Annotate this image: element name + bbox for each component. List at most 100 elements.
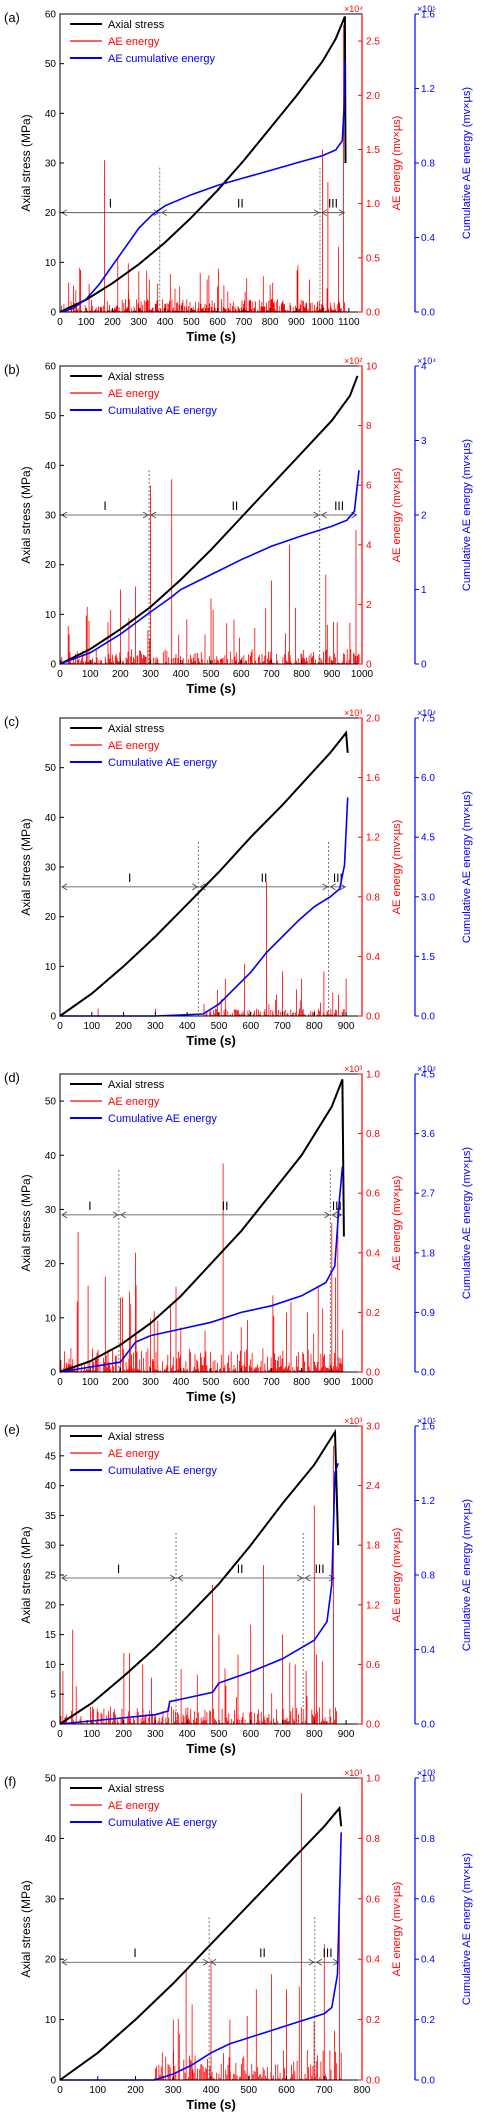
stage-label: II [222,1199,229,1213]
x-tick-label: 1100 [338,317,360,328]
legend-label: AE energy [108,1448,160,1460]
x-tick-label: 500 [203,669,220,680]
stage-arrowhead-left [210,1958,217,1966]
y2-tick-label: 4 [366,540,372,551]
panel-label: (d) [4,1070,20,1085]
stage-arrowhead-right [169,1574,176,1582]
y3-tick-label: 0.8 [421,1834,435,1845]
x-tick-label: 900 [288,317,305,328]
legend-label: Cumulative AE energy [108,1817,217,1829]
x-tick-label: 800 [262,317,279,328]
legend-label: Axial stress [108,723,165,735]
axial-stress-line [59,375,359,665]
x-tick-label: 500 [211,1729,228,1740]
y3-axis-label: Cumulative AE energy (mv×µs) [461,439,473,591]
x-tick-label: 300 [147,1729,164,1740]
y2-tick-label: 0.0 [366,1012,380,1023]
x-tick-label: 0 [57,669,63,680]
x-axis-label: Time (s) [186,1389,236,1404]
cumulative-ae-energy-line [60,1832,342,2081]
y2-tick-label: 2.0 [366,714,380,725]
y-tick-label: 40 [45,1151,57,1162]
y3-tick-label: 3.6 [421,1129,435,1140]
stage-label: II [232,499,239,513]
y3-axis-label: Cumulative AE energy (mv×µs) [461,1499,473,1651]
y3-tick-label: 7.5 [421,714,435,725]
stage-arrowhead-right [324,1211,331,1219]
y-axis-label: Axial stress (MPa) [19,1174,33,1271]
y3-tick-label: 2.7 [421,1189,435,1200]
x-tick-label: 0 [57,317,63,328]
stage-arrowhead-right [322,883,329,891]
y-tick-label: 20 [45,1259,57,1270]
x-tick-label: 300 [165,2085,182,2096]
y2-tick-label: 1.0 [366,199,380,210]
y2-tick-label: 0.0 [366,1368,380,1379]
x-tick-label: 700 [263,1377,280,1388]
y-tick-label: 50 [45,1422,57,1433]
y2-tick-label: 1.0 [366,1070,380,1081]
chart-panel-d: I II III 0 100 200 300 400 500 600 700 800 900 1000 Ti… [0,1060,498,1412]
y3-multiplier: ×10⁵ [417,4,436,14]
y2-tick-label: 0.4 [366,1955,380,1966]
y3-tick-label: 0.8 [421,159,435,170]
legend-label: Axial stress [108,1783,165,1795]
ae-energy-spikes [97,881,348,1016]
y3-tick-label: 4.5 [421,833,435,844]
ae-energy-spikes [59,24,347,312]
x-tick-label: 100 [82,1377,99,1388]
legend-label: Axial stress [108,19,165,31]
x-tick-label: 200 [112,669,129,680]
x-axis-label: Time (s) [186,2097,236,2112]
stage-label: I [133,1946,136,1960]
y3-multiplier: ×10⁴ [417,708,436,718]
axial-stress-line [59,16,347,313]
y-tick-label: 0 [50,660,56,671]
y2-tick-label: 0.4 [366,952,380,963]
x-axis-label: Time (s) [186,1033,236,1048]
y2-axis-label: AE energy (mv×µs) [391,116,403,211]
y-tick-label: 40 [45,461,57,472]
legend-label: Axial stress [108,1431,165,1443]
y-tick-label: 0 [50,308,56,319]
stage-arrowhead-right [112,1211,119,1219]
y-tick-label: 40 [45,109,57,120]
cumulative-ae-energy-line [59,1166,344,1373]
x-tick-label: 100 [83,1021,100,1032]
stage-arrowhead-right [153,209,160,217]
legend-label: AE energy [108,388,160,400]
stage-label: I [88,1199,91,1213]
y-tick-label: 50 [45,1097,57,1108]
legend-label: Axial stress [108,1079,165,1091]
y3-axis-label: Cumulative AE energy (mv×µs) [461,87,473,239]
x-tick-label: 900 [323,1377,340,1388]
y-tick-label: 20 [45,560,57,571]
x-tick-label: 0 [57,1021,63,1032]
y2-axis-label: AE energy (mv×µs) [391,1528,403,1623]
y3-tick-label: 4 [421,362,427,373]
y3-tick-label: 1.5 [421,952,435,963]
x-tick-label: 600 [278,2085,295,2096]
stage-label: III [323,1946,333,1960]
y2-tick-label: 1.2 [366,1600,380,1611]
y-tick-label: 45 [45,1451,57,1462]
stage-label: III [328,197,338,211]
x-tick-label: 200 [112,1377,129,1388]
x-tick-label: 1000 [351,1377,374,1388]
y3-multiplier: ×10³ [417,1768,435,1778]
stage-arrowhead-left [304,1574,311,1582]
y2-tick-label: 1.5 [366,145,380,156]
y3-tick-label: 1.6 [421,1422,435,1433]
panel-label: (f) [4,1774,16,1789]
y-tick-label: 5 [50,1690,56,1701]
y-tick-label: 0 [50,1720,56,1731]
y-tick-label: 30 [45,1205,57,1216]
y3-tick-label: 0 [421,660,427,671]
y-tick-label: 60 [45,10,57,21]
x-tick-label: 0 [57,1729,63,1740]
y-tick-label: 40 [45,1481,57,1492]
stage-arrowhead-right [296,1574,303,1582]
